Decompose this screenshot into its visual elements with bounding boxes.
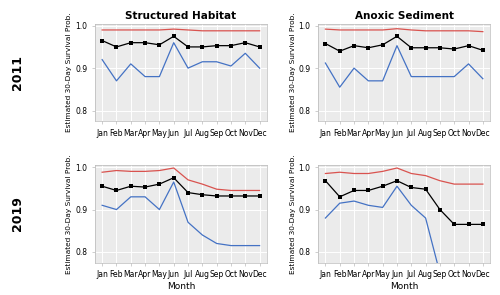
Y-axis label: Estimated 30-Day Survival Prob.: Estimated 30-Day Survival Prob. [66,154,72,273]
Y-axis label: Estimated 30-Day Survival Prob.: Estimated 30-Day Survival Prob. [290,154,296,273]
Y-axis label: Estimated 30-Day Survival Prob.: Estimated 30-Day Survival Prob. [66,13,72,132]
Text: 2019: 2019 [11,196,24,231]
Y-axis label: Estimated 30-Day Survival Prob.: Estimated 30-Day Survival Prob. [290,13,296,132]
Title: Anoxic Sediment: Anoxic Sediment [354,12,454,22]
Text: 2011: 2011 [11,55,24,90]
X-axis label: Month: Month [390,282,418,291]
Title: Structured Habitat: Structured Habitat [126,12,236,22]
X-axis label: Month: Month [166,282,195,291]
